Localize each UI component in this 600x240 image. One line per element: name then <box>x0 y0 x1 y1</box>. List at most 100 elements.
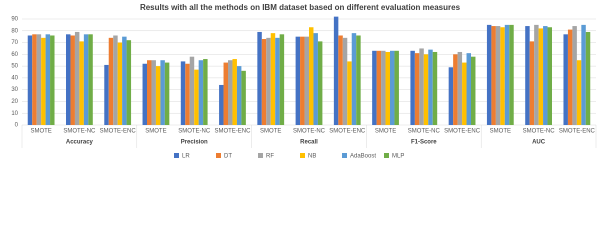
bar <box>232 59 237 125</box>
chart-title: Results with all the methods on IBM data… <box>140 3 461 12</box>
bar <box>567 29 573 126</box>
bar <box>70 35 75 125</box>
bar <box>189 56 195 125</box>
legend-label: LR <box>182 154 190 160</box>
bar <box>572 26 577 125</box>
x-tick-label: SMOTE-ENC <box>214 129 251 135</box>
legend-swatch <box>216 153 221 158</box>
bar <box>27 35 33 125</box>
y-tick-label: 60 <box>11 52 18 58</box>
legend-label: AdaBoost <box>350 154 376 160</box>
bar <box>309 27 314 125</box>
x-tick-label: SMOTE-ENC <box>444 129 481 135</box>
bar <box>394 50 399 125</box>
bar <box>79 41 84 125</box>
bar <box>500 27 505 125</box>
bar <box>457 51 463 125</box>
legend-label: MLP <box>392 154 404 160</box>
bar <box>338 35 343 125</box>
chart: Results with all the methods on IBM data… <box>11 3 597 160</box>
legend-swatch <box>342 153 347 158</box>
bar <box>113 35 118 125</box>
bar <box>509 24 514 126</box>
x-tick-label: SMOTE <box>375 129 396 135</box>
x-tick-label: SMOTE-NC <box>293 129 326 135</box>
y-tick-label: 40 <box>11 75 18 81</box>
bar <box>261 39 267 126</box>
bar <box>151 60 156 125</box>
bar <box>219 84 224 125</box>
legend-swatch <box>258 153 263 158</box>
bar <box>194 69 199 125</box>
bar <box>538 28 544 125</box>
bar <box>304 36 309 125</box>
bar <box>300 36 305 125</box>
bar <box>313 33 318 126</box>
y-tick-label: 0 <box>15 123 19 129</box>
group-label: Recall <box>300 140 318 146</box>
bar <box>453 54 458 126</box>
bar <box>462 62 467 125</box>
bar <box>372 50 377 125</box>
x-tick-label: SMOTE-NC <box>63 129 96 135</box>
bar <box>185 63 190 125</box>
x-tick-label: SMOTE-ENC <box>329 129 366 135</box>
bar <box>342 37 348 125</box>
bar <box>236 66 242 125</box>
legend-label: NB <box>308 154 316 160</box>
group-label: Precision <box>181 140 208 146</box>
bar <box>356 35 361 125</box>
bar <box>534 24 539 126</box>
bar <box>66 34 71 125</box>
bar <box>448 67 454 125</box>
legend-swatch <box>300 153 305 158</box>
x-tick-label: SMOTE-NC <box>408 129 441 135</box>
bar <box>491 26 496 125</box>
bar <box>223 62 229 125</box>
bar <box>381 50 386 125</box>
bar <box>164 62 170 125</box>
bar <box>104 64 109 125</box>
x-tick-label: SMOTE <box>490 129 511 135</box>
x-tick-label: SMOTE <box>30 129 51 135</box>
bar <box>50 35 55 125</box>
y-tick-label: 20 <box>11 99 18 105</box>
x-tick-label: SMOTE <box>260 129 281 135</box>
y-tick-label: 90 <box>11 17 18 23</box>
bar <box>543 26 548 125</box>
bar <box>376 50 382 125</box>
bar <box>270 33 276 126</box>
bar <box>432 51 438 125</box>
group-label: Accuracy <box>66 140 94 146</box>
bar <box>108 37 114 125</box>
bar <box>504 24 510 126</box>
legend-label: RF <box>266 154 274 160</box>
bar <box>155 66 161 125</box>
y-tick-label: 80 <box>11 28 18 34</box>
legend-swatch <box>174 153 179 158</box>
bar <box>295 36 301 125</box>
bar <box>160 60 165 125</box>
x-tick-label: SMOTE <box>145 129 166 135</box>
bar <box>470 56 476 125</box>
x-tick-label: SMOTE-ENC <box>100 129 137 135</box>
y-tick-label: 10 <box>11 111 18 117</box>
bar <box>83 34 89 125</box>
bar <box>241 70 246 125</box>
bar <box>410 50 415 125</box>
bar <box>525 26 530 125</box>
bar <box>585 31 591 126</box>
legend-label: DT <box>224 154 232 160</box>
bar <box>198 60 204 125</box>
bar <box>351 33 357 126</box>
bar <box>147 60 152 125</box>
bar <box>180 61 186 125</box>
bar <box>581 24 586 126</box>
y-tick-label: 70 <box>11 40 18 46</box>
bar <box>45 34 51 125</box>
bar <box>74 31 80 126</box>
group-label: AUC <box>532 140 546 146</box>
bar <box>333 16 339 126</box>
bar <box>385 51 390 125</box>
bar <box>347 61 352 125</box>
